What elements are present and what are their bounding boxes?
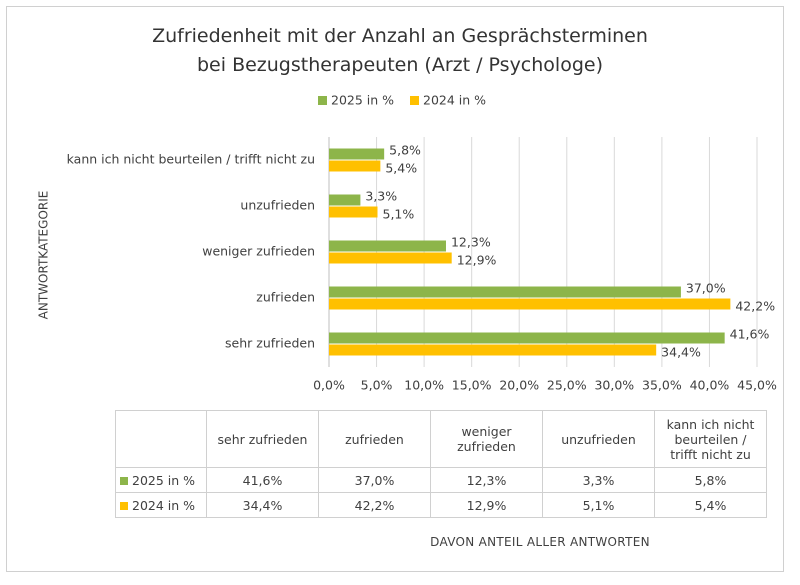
bar [329,206,378,218]
data-label: 42,2% [735,299,775,314]
legend-swatch [410,96,419,105]
table-swatch [120,476,128,485]
bar [329,344,657,356]
data-label: 5,1% [383,207,415,222]
x-tick-label: 45,0% [737,378,777,393]
data-label: 5,4% [385,161,417,176]
table-series-cell: 2024 in % [115,492,207,518]
data-label: 3,3% [365,189,397,204]
chart-title: Zufriedenheit mit der Anzahl an Gespräch… [152,25,648,76]
table-series-label: 2025 in % [132,472,196,488]
table-cell: 34,4% [206,492,319,518]
table-cell: 42,2% [318,492,431,518]
table-cell: 5,8% [654,467,767,493]
table-header-cell: weniger zufrieden [430,410,543,468]
y-tick-label: zufrieden [256,290,315,305]
table-header-cell: kann ich nicht beurteilen / trifft nicht… [654,410,767,468]
data-label: 37,0% [686,281,726,296]
data-label: 5,8% [389,143,421,158]
y-tick-label: kann ich nicht beurteilen / trifft nicht… [67,152,315,167]
table-cell: 12,3% [430,467,543,493]
y-axis-title: ANTWORTKATEGORIE [37,191,51,320]
y-tick-label: weniger zufrieden [202,244,315,259]
y-tick-label: sehr zufrieden [225,336,315,351]
bar [329,160,381,172]
legend-swatch [318,96,327,105]
y-tick-label: unzufrieden [240,198,315,213]
chart-frame [6,6,784,572]
table-cell: 12,9% [430,492,543,518]
data-label: 12,3% [451,235,491,250]
bar [329,286,681,298]
x-axis-title: DAVON ANTEIL ALLER ANTWORTEN [430,535,650,549]
table-cell: 5,4% [654,492,767,518]
x-tick-label: 20,0% [499,378,539,393]
data-label: 41,6% [730,327,770,342]
legend-label: 2025 in % [331,93,394,108]
bar [329,194,361,206]
x-tick-label: 10,0% [404,378,444,393]
table-series-cell: 2025 in % [115,467,207,493]
x-tick-label: 30,0% [594,378,634,393]
bar [329,332,725,344]
table-cell: 5,1% [542,492,655,518]
bar [329,298,731,310]
x-tick-label: 35,0% [642,378,682,393]
data-table: sehr zufrieden zufrieden weniger zufrieden… [115,410,767,518]
x-tick-label: 0,0% [313,378,345,393]
data-label: 34,4% [661,345,701,360]
table-header-row: sehr zufrieden zufrieden weniger zufrieden… [115,410,767,468]
bar [329,252,452,264]
bar [329,240,446,252]
x-tick-label: 15,0% [452,378,492,393]
legend-label: 2024 in % [423,93,486,108]
table-header-cell: zufrieden [318,410,431,468]
table-cell: 37,0% [318,467,431,493]
table-cell: 41,6% [206,467,319,493]
x-tick-label: 5,0% [361,378,393,393]
table-corner [115,410,207,468]
bar [329,148,385,160]
table-header-cell: sehr zufrieden [206,410,319,468]
table-header-cell: unzufrieden [542,410,655,468]
data-label: 12,9% [457,253,497,268]
table-row: 2025 in % 41,6% 37,0% 12,3% 3,3% 5,8% [115,467,767,493]
table-row: 2024 in % 34,4% 42,2% 12,9% 5,1% 5,4% [115,492,767,518]
table-series-label: 2024 in % [132,497,196,513]
table-swatch [120,501,128,510]
x-tick-label: 40,0% [690,378,730,393]
table-cell: 3,3% [542,467,655,493]
x-tick-label: 25,0% [547,378,587,393]
